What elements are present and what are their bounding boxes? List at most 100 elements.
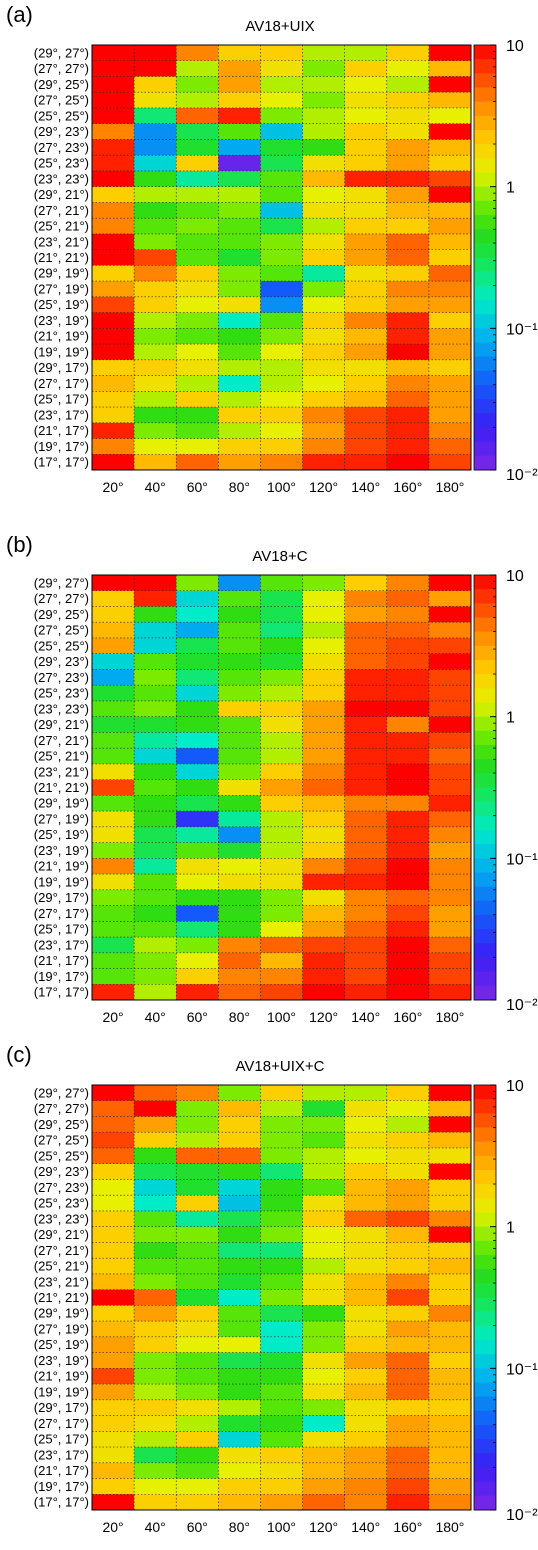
colorbar-band — [474, 1495, 496, 1511]
heatmap-cell — [260, 107, 303, 125]
heatmap-cell — [386, 905, 430, 922]
heatmap-cell — [386, 92, 430, 109]
heatmap-cell — [302, 1258, 346, 1275]
y-tick-label: (17°, 17°) — [34, 1495, 89, 1510]
heatmap-cell — [302, 1305, 346, 1322]
colorbar-band — [474, 745, 496, 760]
heatmap-cell — [92, 328, 135, 345]
heatmap-cell — [176, 637, 219, 655]
heatmap-cell — [176, 281, 219, 298]
heatmap-cell — [302, 1399, 346, 1416]
heatmap-cell — [386, 1116, 430, 1133]
heatmap-cell — [428, 811, 472, 828]
heatmap-cell — [92, 60, 135, 77]
heatmap-cell — [176, 1399, 219, 1416]
heatmap-cell — [386, 795, 430, 812]
heatmap-cell — [428, 732, 472, 749]
colorbar-band — [474, 815, 496, 831]
colorbar-band — [474, 1439, 496, 1454]
heatmap-cell — [428, 233, 472, 251]
colorbar-tick-label: 10⁻² — [506, 467, 538, 484]
colorbar-band — [474, 872, 496, 888]
heatmap-cell — [428, 1195, 472, 1212]
heatmap-cell — [134, 795, 177, 812]
heatmap-cell — [218, 1289, 261, 1306]
heatmap-cell — [386, 1321, 430, 1338]
heatmap-cell — [428, 858, 472, 875]
heatmap-cell — [260, 92, 303, 109]
heatmap-cell — [386, 937, 430, 954]
heatmap-cell — [260, 874, 303, 891]
colorbar-band — [474, 229, 496, 244]
heatmap-cell — [134, 1478, 177, 1495]
chart-title: AV18+UIX — [245, 18, 315, 35]
heatmap-cell — [260, 1100, 303, 1117]
y-tick-label: (23°, 23°) — [34, 1211, 89, 1226]
heatmap-cell — [134, 186, 177, 203]
heatmap-cell — [92, 826, 135, 843]
heatmap-cell — [176, 107, 219, 125]
heatmap-cell — [218, 606, 261, 623]
heatmap-cell — [260, 296, 303, 313]
y-tick-label: (23°, 23°) — [34, 701, 89, 716]
y-tick-label: (27°, 21°) — [34, 733, 89, 748]
x-tick-label: 140° — [351, 1519, 380, 1535]
heatmap-cell — [176, 1494, 219, 1511]
heatmap-cell — [92, 375, 135, 392]
heatmap-cell — [218, 858, 261, 875]
heatmap-cell — [134, 1147, 177, 1165]
heatmap-cell — [92, 811, 135, 828]
heatmap-cell — [428, 716, 472, 733]
heatmap-cell — [344, 1478, 388, 1495]
heatmap-cell — [428, 1226, 472, 1243]
heatmap-cell — [302, 1116, 346, 1133]
heatmap-cell — [92, 202, 135, 219]
y-tick-label: (23°, 21°) — [34, 764, 89, 779]
heatmap-cell — [92, 265, 135, 282]
heatmap-cell — [176, 1447, 219, 1464]
heatmap-cell — [218, 186, 261, 203]
heatmap-cell — [344, 1289, 388, 1306]
heatmap-cell — [176, 170, 219, 188]
heatmap-cell — [176, 296, 219, 313]
heatmap-cell — [302, 952, 346, 969]
heatmap-cell — [176, 218, 219, 235]
heatmap-cell — [176, 1305, 219, 1322]
heatmap-cell — [302, 312, 346, 329]
heatmap-cell — [428, 700, 472, 718]
y-tick-label: (23°, 17°) — [34, 407, 89, 422]
heatmap-cell — [134, 328, 177, 345]
heatmap-cell — [302, 590, 346, 607]
heatmap-cell — [344, 281, 388, 298]
heatmap-cell — [260, 858, 303, 875]
heatmap-cell — [302, 186, 346, 203]
heatmap-cell — [386, 1258, 430, 1275]
heatmap-cell — [386, 748, 430, 765]
colorbar-band — [474, 1425, 496, 1440]
y-tick-label: (21°, 21°) — [34, 780, 89, 795]
heatmap-cell — [428, 984, 472, 1001]
heatmap-cell — [92, 874, 135, 891]
colorbar-band — [474, 830, 496, 845]
heatmap-cell — [302, 984, 346, 1001]
heatmap-cell — [134, 1179, 177, 1196]
colorbar-band — [474, 943, 496, 958]
heatmap-cell — [134, 1368, 177, 1385]
heatmap-cell — [386, 685, 430, 702]
colorbar-band — [474, 971, 496, 987]
heatmap-cell — [92, 170, 135, 188]
x-tick-label: 60° — [187, 1519, 208, 1535]
heatmap-cell — [386, 653, 430, 670]
heatmap-cell — [344, 45, 388, 62]
heatmap-cell — [218, 700, 261, 718]
heatmap-cell — [302, 858, 346, 875]
heatmap-cell — [92, 984, 135, 1001]
heatmap-cell — [176, 186, 219, 203]
y-tick-label: (25°, 25°) — [34, 108, 89, 123]
heatmap-cell — [386, 281, 430, 298]
heatmap-cell — [176, 606, 219, 623]
heatmap-cell — [134, 1195, 177, 1212]
heatmap-cell — [344, 107, 388, 125]
heatmap-cell — [134, 170, 177, 188]
heatmap-cell — [260, 60, 303, 77]
